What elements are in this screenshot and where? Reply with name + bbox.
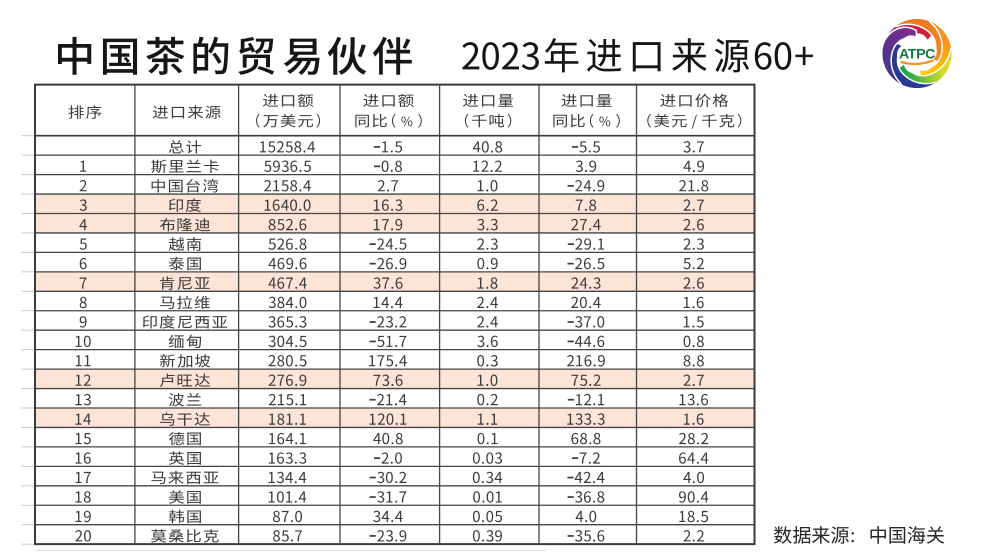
svg-text:ATPC: ATPC	[899, 46, 935, 62]
